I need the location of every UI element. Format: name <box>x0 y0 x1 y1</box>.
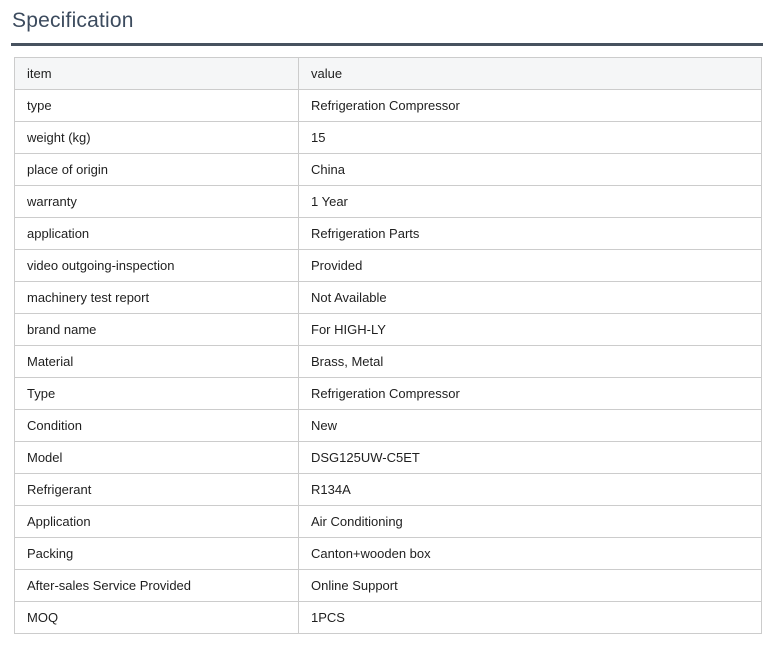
item-cell: Model <box>14 441 299 474</box>
value-cell: 1PCS <box>298 601 762 634</box>
table-row: Model DSG125UW-C5ET <box>14 441 762 474</box>
value-cell: Refrigeration Compressor <box>298 377 762 410</box>
table-row: Refrigerant R134A <box>14 473 762 506</box>
table-row: machinery test report Not Available <box>14 281 762 314</box>
item-cell: application <box>14 217 299 250</box>
column-header-item: item <box>14 57 299 90</box>
page-title: Specification <box>12 9 134 32</box>
item-cell: warranty <box>14 185 299 218</box>
table-row: weight (kg) 15 <box>14 121 762 154</box>
item-cell: Application <box>14 505 299 538</box>
item-cell: Packing <box>14 537 299 570</box>
table-row: warranty 1 Year <box>14 185 762 218</box>
value-cell: Air Conditioning <box>298 505 762 538</box>
item-cell: Condition <box>14 409 299 442</box>
item-cell: weight (kg) <box>14 121 299 154</box>
value-cell: Online Support <box>298 569 762 602</box>
table-row: brand name For HIGH-LY <box>14 313 762 346</box>
item-cell: video outgoing-inspection <box>14 249 299 282</box>
item-cell: type <box>14 89 299 122</box>
item-cell: brand name <box>14 313 299 346</box>
table-row: Application Air Conditioning <box>14 505 762 538</box>
item-cell: Material <box>14 345 299 378</box>
table-row: MOQ 1PCS <box>14 601 762 634</box>
value-cell: 15 <box>298 121 762 154</box>
item-cell: MOQ <box>14 601 299 634</box>
table-row: After-sales Service Provided Online Suppo… <box>14 569 762 602</box>
value-cell: For HIGH-LY <box>298 313 762 346</box>
item-cell: Refrigerant <box>14 473 299 506</box>
table-row: Material Brass, Metal <box>14 345 762 378</box>
column-header-value: value <box>298 57 762 90</box>
value-cell: Provided <box>298 249 762 282</box>
value-cell: Brass, Metal <box>298 345 762 378</box>
value-cell: Refrigeration Parts <box>298 217 762 250</box>
title-divider <box>11 43 763 46</box>
value-cell: R134A <box>298 473 762 506</box>
item-cell: After-sales Service Provided <box>14 569 299 602</box>
value-cell: Refrigeration Compressor <box>298 89 762 122</box>
value-cell: China <box>298 153 762 186</box>
table-row: Packing Canton+wooden box <box>14 537 762 570</box>
value-cell: 1 Year <box>298 185 762 218</box>
table-row: place of origin China <box>14 153 762 186</box>
table-row: application Refrigeration Parts <box>14 217 762 250</box>
item-cell: place of origin <box>14 153 299 186</box>
table-header-row: item value <box>14 57 762 90</box>
specification-table: item value type Refrigeration Compressor w… <box>14 57 762 634</box>
value-cell: New <box>298 409 762 442</box>
table-row: Condition New <box>14 409 762 442</box>
item-cell: machinery test report <box>14 281 299 314</box>
value-cell: Not Available <box>298 281 762 314</box>
value-cell: Canton+wooden box <box>298 537 762 570</box>
table-row: video outgoing-inspection Provided <box>14 249 762 282</box>
table-row: type Refrigeration Compressor <box>14 89 762 122</box>
item-cell: Type <box>14 377 299 410</box>
table-row: Type Refrigeration Compressor <box>14 377 762 410</box>
value-cell: DSG125UW-C5ET <box>298 441 762 474</box>
